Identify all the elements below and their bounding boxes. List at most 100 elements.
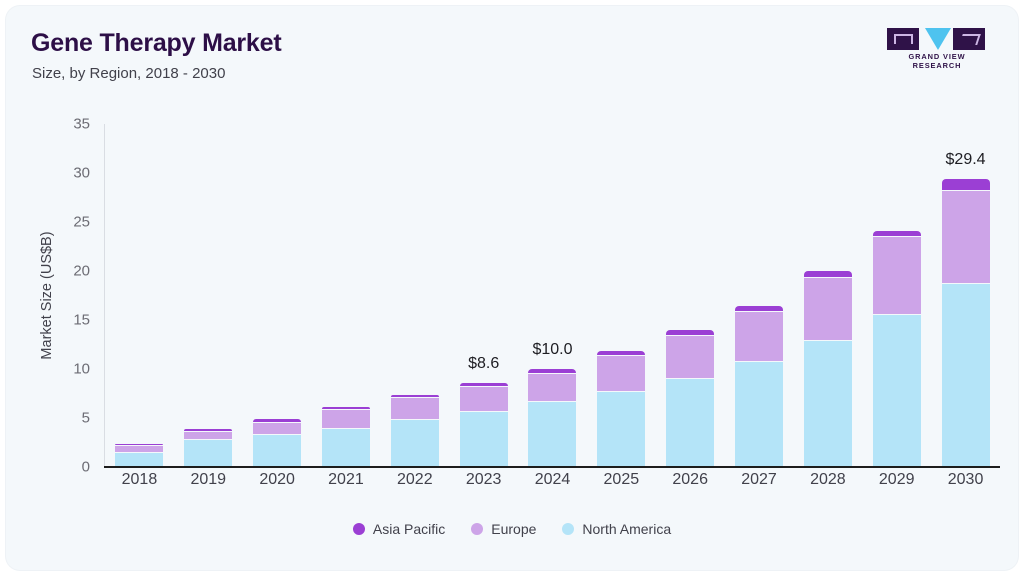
bar-segment-north-america[interactable]: [390, 418, 439, 467]
bar-column[interactable]: $8.6 2023: [449, 124, 518, 488]
stacked-bar[interactable]: [390, 395, 439, 467]
bar-segment-north-america[interactable]: [941, 282, 990, 467]
bar-segment-north-america[interactable]: [184, 438, 233, 467]
x-axis-tick-label: 2021: [328, 471, 364, 488]
stacked-bar[interactable]: [597, 351, 646, 467]
stacked-bar[interactable]: [184, 428, 233, 467]
stacked-bar[interactable]: [666, 329, 715, 467]
bar-segment-north-america[interactable]: [528, 401, 577, 467]
bar-column[interactable]: 2018: [105, 124, 174, 488]
y-axis-tick-label: 35: [73, 115, 90, 133]
bar-column[interactable]: 2027: [725, 124, 794, 488]
bar-segment-asia-pacific[interactable]: [803, 271, 852, 277]
bar-column[interactable]: $10.0 2024: [518, 124, 587, 488]
bar-segment-north-america[interactable]: [872, 314, 921, 467]
bar-segment-europe[interactable]: [528, 372, 577, 402]
stacked-bar[interactable]: [253, 419, 302, 467]
bar-segment-north-america[interactable]: [803, 339, 852, 467]
y-axis-tick-label: 20: [73, 262, 90, 280]
bar-segment-europe[interactable]: [872, 235, 921, 315]
bar-segment-asia-pacific[interactable]: [253, 419, 302, 422]
bar-column[interactable]: 2019: [174, 124, 243, 488]
bar-value-label: $29.4: [945, 150, 986, 168]
bar-segment-europe[interactable]: [321, 409, 370, 428]
stacked-bar[interactable]: [941, 178, 990, 467]
bar-segment-north-america[interactable]: [735, 361, 784, 467]
bar-segment-north-america[interactable]: [459, 411, 508, 467]
bar-segment-europe[interactable]: [597, 355, 646, 391]
stacked-bar[interactable]: [459, 382, 508, 467]
stacked-bar[interactable]: [115, 443, 164, 467]
y-axis-title-text: Market Size (US$B): [39, 231, 55, 360]
bar-column[interactable]: 2028: [793, 124, 862, 488]
bar-column[interactable]: 2021: [312, 124, 381, 488]
bar-segment-asia-pacific[interactable]: [184, 428, 233, 431]
bar-segment-north-america[interactable]: [321, 427, 370, 467]
bar-segment-asia-pacific[interactable]: [941, 178, 990, 190]
plot-area: 0 5 10 15 20 25 30 35 2018 2019 2020 2021 2022 $8.6 2…: [73, 116, 1000, 488]
bar-segment-north-america[interactable]: [253, 433, 302, 467]
grand-view-research-logo: GRAND VIEW RESEARCH: [883, 28, 991, 70]
bar-column[interactable]: 2020: [243, 124, 312, 488]
x-axis-tick-label: 2029: [878, 471, 915, 488]
x-axis-tick-label: 2030: [947, 471, 984, 488]
x-axis-tick-label: 2024: [534, 471, 571, 488]
page-subtitle: Size, by Region, 2018 - 2030: [32, 65, 226, 82]
page-title: Gene Therapy Market: [31, 29, 282, 57]
bar-segment-europe[interactable]: [735, 311, 784, 362]
bar-column[interactable]: $29.4 2030: [931, 124, 1000, 488]
bar-segment-europe[interactable]: [115, 445, 164, 453]
bar-segment-asia-pacific[interactable]: [459, 382, 508, 386]
bar-column[interactable]: 2026: [656, 124, 725, 488]
bar-column[interactable]: 2022: [380, 124, 449, 488]
stacked-bar[interactable]: [528, 369, 577, 467]
stacked-bar[interactable]: [872, 230, 921, 467]
bar-column[interactable]: 2029: [862, 124, 931, 488]
x-axis-tick-label: 2027: [741, 471, 777, 488]
x-axis-tick-label: 2020: [259, 471, 295, 488]
stacked-bar[interactable]: [803, 271, 852, 467]
bar-segment-europe[interactable]: [803, 276, 852, 340]
chart-legend: Asia Pacific Europe North America: [6, 521, 1018, 537]
x-axis-tick-label: 2019: [190, 471, 227, 488]
y-axis-line: [104, 124, 105, 467]
legend-swatch-icon: [352, 523, 365, 535]
bar-segment-europe[interactable]: [390, 397, 439, 419]
legend-item[interactable]: North America: [562, 521, 671, 537]
logo-r-icon: [953, 28, 985, 50]
bar-segment-europe[interactable]: [941, 189, 990, 283]
bar-segment-asia-pacific[interactable]: [115, 443, 164, 446]
stacked-bar[interactable]: [321, 407, 370, 467]
bar-segment-europe[interactable]: [459, 385, 508, 412]
bar-segment-asia-pacific[interactable]: [597, 351, 646, 356]
legend-label: Asia Pacific: [372, 521, 446, 537]
legend-swatch-icon: [471, 523, 484, 535]
bar-segment-europe[interactable]: [184, 430, 233, 439]
bar-segment-north-america[interactable]: [115, 452, 164, 467]
y-axis-tick-label: 30: [73, 164, 90, 182]
bar-column[interactable]: 2025: [587, 124, 656, 488]
logo-g-icon: [887, 28, 919, 50]
bar-segment-asia-pacific[interactable]: [666, 329, 715, 335]
bar-segment-asia-pacific[interactable]: [528, 369, 577, 373]
chart-card: Gene Therapy Market Size, by Region, 201…: [6, 6, 1018, 570]
x-axis-tick-label: 2022: [397, 471, 433, 488]
legend-item[interactable]: Asia Pacific: [352, 521, 446, 537]
legend-item[interactable]: Europe: [471, 521, 536, 537]
y-axis-tick-label: 5: [81, 409, 90, 427]
bar-segment-europe[interactable]: [253, 421, 302, 434]
bar-segment-asia-pacific[interactable]: [872, 230, 921, 236]
bar-segment-europe[interactable]: [666, 334, 715, 378]
bar-segment-asia-pacific[interactable]: [390, 395, 439, 398]
bar-segment-asia-pacific[interactable]: [321, 407, 370, 410]
bar-segment-north-america[interactable]: [597, 390, 646, 467]
stacked-bar[interactable]: [735, 306, 784, 467]
bar-segment-asia-pacific[interactable]: [735, 306, 784, 312]
legend-label: North America: [582, 521, 672, 537]
y-axis-tick-label: 0: [81, 458, 90, 476]
bar-series-container: 2018 2019 2020 2021 2022 $8.6 2023 $10.0 2024 202…: [105, 124, 1000, 488]
logo-marks: [883, 28, 991, 50]
x-axis-tick-label: 2026: [672, 471, 708, 488]
bar-segment-north-america[interactable]: [666, 377, 715, 467]
legend-swatch-icon: [562, 523, 575, 535]
